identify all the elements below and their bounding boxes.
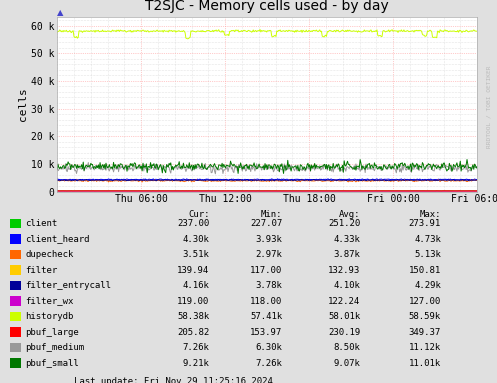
Title: T2SJC - Memory cells used - by day: T2SJC - Memory cells used - by day [145, 0, 389, 13]
Text: 9.21k: 9.21k [183, 358, 210, 368]
Text: 11.12k: 11.12k [409, 343, 441, 352]
Text: 6.30k: 6.30k [256, 343, 283, 352]
FancyBboxPatch shape [10, 296, 20, 306]
Text: Last update: Fri Nov 29 11:25:16 2024: Last update: Fri Nov 29 11:25:16 2024 [74, 377, 273, 383]
Text: pbuf_small: pbuf_small [25, 358, 79, 368]
Text: 205.82: 205.82 [177, 327, 210, 337]
Text: 4.10k: 4.10k [333, 281, 360, 290]
Text: 273.91: 273.91 [409, 219, 441, 228]
Text: 57.41k: 57.41k [250, 312, 283, 321]
Y-axis label: cells: cells [18, 87, 28, 121]
FancyBboxPatch shape [10, 234, 20, 244]
Text: 8.50k: 8.50k [333, 343, 360, 352]
Text: pbuf_large: pbuf_large [25, 327, 79, 337]
Text: dupecheck: dupecheck [25, 250, 74, 259]
Text: filter: filter [25, 266, 58, 275]
Text: 118.00: 118.00 [250, 296, 283, 306]
FancyBboxPatch shape [10, 343, 20, 352]
FancyBboxPatch shape [10, 312, 20, 321]
FancyBboxPatch shape [10, 250, 20, 259]
Text: 2.97k: 2.97k [256, 250, 283, 259]
Text: 153.97: 153.97 [250, 327, 283, 337]
Text: 7.26k: 7.26k [183, 343, 210, 352]
FancyBboxPatch shape [10, 265, 20, 275]
Text: 3.78k: 3.78k [256, 281, 283, 290]
Text: 139.94: 139.94 [177, 266, 210, 275]
Text: Max:: Max: [419, 210, 441, 219]
Text: 5.13k: 5.13k [414, 250, 441, 259]
Text: 349.37: 349.37 [409, 327, 441, 337]
Text: filter_entrycall: filter_entrycall [25, 281, 111, 290]
Text: 3.51k: 3.51k [183, 250, 210, 259]
Text: 11.01k: 11.01k [409, 358, 441, 368]
Text: 4.16k: 4.16k [183, 281, 210, 290]
FancyBboxPatch shape [10, 358, 20, 368]
Text: 58.38k: 58.38k [177, 312, 210, 321]
Text: Min:: Min: [261, 210, 283, 219]
Text: historydb: historydb [25, 312, 74, 321]
Text: ▲: ▲ [57, 8, 64, 17]
Text: Avg:: Avg: [339, 210, 360, 219]
Text: Cur:: Cur: [188, 210, 210, 219]
Text: 58.01k: 58.01k [329, 312, 360, 321]
Text: 251.20: 251.20 [329, 219, 360, 228]
Text: RRDTOOL / TOBI OETIKER: RRDTOOL / TOBI OETIKER [486, 66, 491, 149]
FancyBboxPatch shape [10, 219, 20, 228]
FancyBboxPatch shape [10, 281, 20, 290]
Text: 237.00: 237.00 [177, 219, 210, 228]
Text: 58.59k: 58.59k [409, 312, 441, 321]
Text: 4.30k: 4.30k [183, 235, 210, 244]
Text: 3.93k: 3.93k [256, 235, 283, 244]
Text: 150.81: 150.81 [409, 266, 441, 275]
Text: 119.00: 119.00 [177, 296, 210, 306]
Text: 230.19: 230.19 [329, 327, 360, 337]
Text: client_heard: client_heard [25, 235, 90, 244]
Text: 117.00: 117.00 [250, 266, 283, 275]
Text: 132.93: 132.93 [329, 266, 360, 275]
Text: 127.00: 127.00 [409, 296, 441, 306]
Text: 3.87k: 3.87k [333, 250, 360, 259]
Text: 4.33k: 4.33k [333, 235, 360, 244]
Text: 4.73k: 4.73k [414, 235, 441, 244]
FancyBboxPatch shape [10, 327, 20, 337]
Text: pbuf_medium: pbuf_medium [25, 343, 84, 352]
Text: client: client [25, 219, 58, 228]
Text: filter_wx: filter_wx [25, 296, 74, 306]
Text: 9.07k: 9.07k [333, 358, 360, 368]
Text: 7.26k: 7.26k [256, 358, 283, 368]
Text: 227.07: 227.07 [250, 219, 283, 228]
Text: 122.24: 122.24 [329, 296, 360, 306]
Text: 4.29k: 4.29k [414, 281, 441, 290]
